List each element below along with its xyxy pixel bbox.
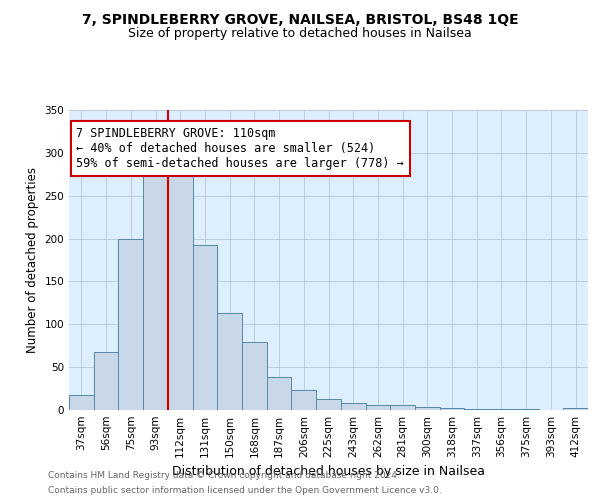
Text: 7, SPINDLEBERRY GROVE, NAILSEA, BRISTOL, BS48 1QE: 7, SPINDLEBERRY GROVE, NAILSEA, BRISTOL,… xyxy=(82,12,518,26)
Bar xyxy=(143,172,168,410)
X-axis label: Distribution of detached houses by size in Nailsea: Distribution of detached houses by size … xyxy=(172,466,485,478)
Bar xyxy=(69,396,94,410)
Bar xyxy=(217,313,242,410)
Bar xyxy=(563,408,588,410)
Bar xyxy=(168,172,193,410)
Text: Size of property relative to detached houses in Nailsea: Size of property relative to detached ho… xyxy=(128,28,472,40)
Bar xyxy=(514,409,539,410)
Text: 7 SPINDLEBERRY GROVE: 110sqm
← 40% of detached houses are smaller (524)
59% of s: 7 SPINDLEBERRY GROVE: 110sqm ← 40% of de… xyxy=(76,127,404,170)
Bar xyxy=(341,403,365,410)
Bar xyxy=(464,409,489,410)
Bar xyxy=(390,405,415,410)
Bar xyxy=(415,406,440,410)
Bar xyxy=(365,405,390,410)
Bar xyxy=(118,238,143,410)
Bar xyxy=(316,399,341,410)
Bar xyxy=(292,390,316,410)
Bar xyxy=(440,408,464,410)
Text: Contains HM Land Registry data © Crown copyright and database right 2024.: Contains HM Land Registry data © Crown c… xyxy=(48,471,400,480)
Bar xyxy=(267,376,292,410)
Bar xyxy=(489,409,514,410)
Y-axis label: Number of detached properties: Number of detached properties xyxy=(26,167,39,353)
Text: Contains public sector information licensed under the Open Government Licence v3: Contains public sector information licen… xyxy=(48,486,442,495)
Bar xyxy=(242,342,267,410)
Bar xyxy=(94,352,118,410)
Bar xyxy=(193,244,217,410)
